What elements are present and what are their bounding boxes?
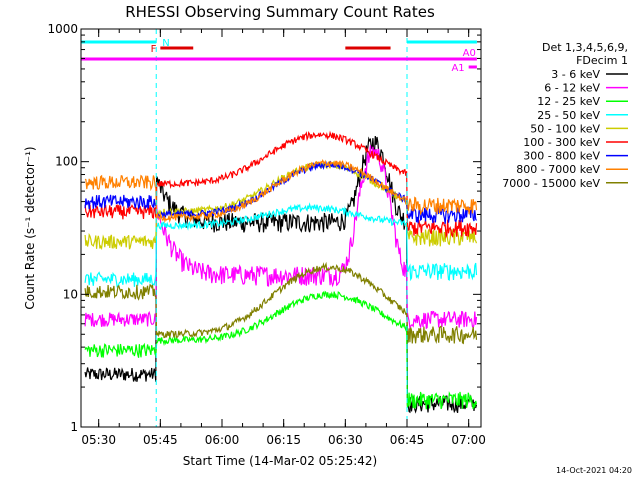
y-axis-label: Count Rate (s⁻¹ detector⁻¹) bbox=[23, 146, 37, 309]
plot-frame bbox=[80, 28, 482, 428]
legend-header-line-1: Det 1,3,4,5,6,9, bbox=[542, 41, 628, 54]
flag-label-n: N bbox=[162, 38, 169, 49]
series-line-6-12-kev bbox=[84, 145, 478, 331]
flag-bars: NF A0 A1 bbox=[81, 29, 477, 427]
series-line-12-25-kev bbox=[84, 290, 478, 410]
legend-header-line-2: FDecim 1 bbox=[576, 54, 628, 67]
legend-label: 12 - 25 keV bbox=[537, 95, 600, 108]
flag-label-f: F bbox=[151, 44, 157, 55]
x-tick-label: 07:00 bbox=[451, 433, 486, 447]
y-tick-label: 1000 bbox=[47, 22, 78, 36]
x-tick-label: 06:00 bbox=[205, 433, 240, 447]
series-line-100-300-kev bbox=[84, 130, 478, 239]
y-tick-label: 10 bbox=[63, 287, 78, 301]
x-tick-label: 05:30 bbox=[81, 433, 116, 447]
legend-label: 6 - 12 keV bbox=[544, 82, 600, 95]
x-tick-label: 06:15 bbox=[266, 433, 301, 447]
series-line-800-7000-kev bbox=[84, 159, 478, 224]
series-line-50-100-kev bbox=[84, 160, 478, 251]
legend-label: 800 - 7000 keV bbox=[516, 163, 600, 176]
flag-label-a1: A1 bbox=[451, 63, 464, 74]
x-tick-label: 06:45 bbox=[390, 433, 425, 447]
legend-label: 50 - 100 keV bbox=[530, 122, 600, 135]
y-tick-label: 1 bbox=[70, 420, 78, 434]
series-line-300-800-kev bbox=[84, 160, 477, 224]
series-layer bbox=[84, 130, 478, 414]
chart-title: RHESSI Observing Summary Count Rates bbox=[125, 3, 435, 21]
axes: 1 10 100 1000 05:30 05:45 06:00 06:15 06:30 06:45… bbox=[47, 22, 486, 447]
legend-label: 300 - 800 keV bbox=[523, 150, 600, 163]
series-line-3-6-kev bbox=[84, 135, 478, 414]
x-tick-label: 05:45 bbox=[143, 433, 178, 447]
y-tick-label: 100 bbox=[55, 155, 78, 169]
flag-label-a0: A0 bbox=[463, 48, 476, 59]
generated-timestamp: 14-Oct-2021 04:20 bbox=[556, 466, 632, 475]
legend-label: 7000 - 15000 keV bbox=[502, 177, 600, 190]
x-axis-label: Start Time (14-Mar-02 05:25:42) bbox=[183, 454, 377, 468]
x-tick-label: 06:30 bbox=[328, 433, 363, 447]
legend-label: 3 - 6 keV bbox=[551, 68, 600, 81]
legend-label: 100 - 300 keV bbox=[523, 136, 600, 149]
legend-label: 25 - 50 keV bbox=[537, 109, 600, 122]
series-line-25-50-kev bbox=[84, 202, 478, 288]
series-line-7000-15000-kev bbox=[84, 261, 478, 345]
